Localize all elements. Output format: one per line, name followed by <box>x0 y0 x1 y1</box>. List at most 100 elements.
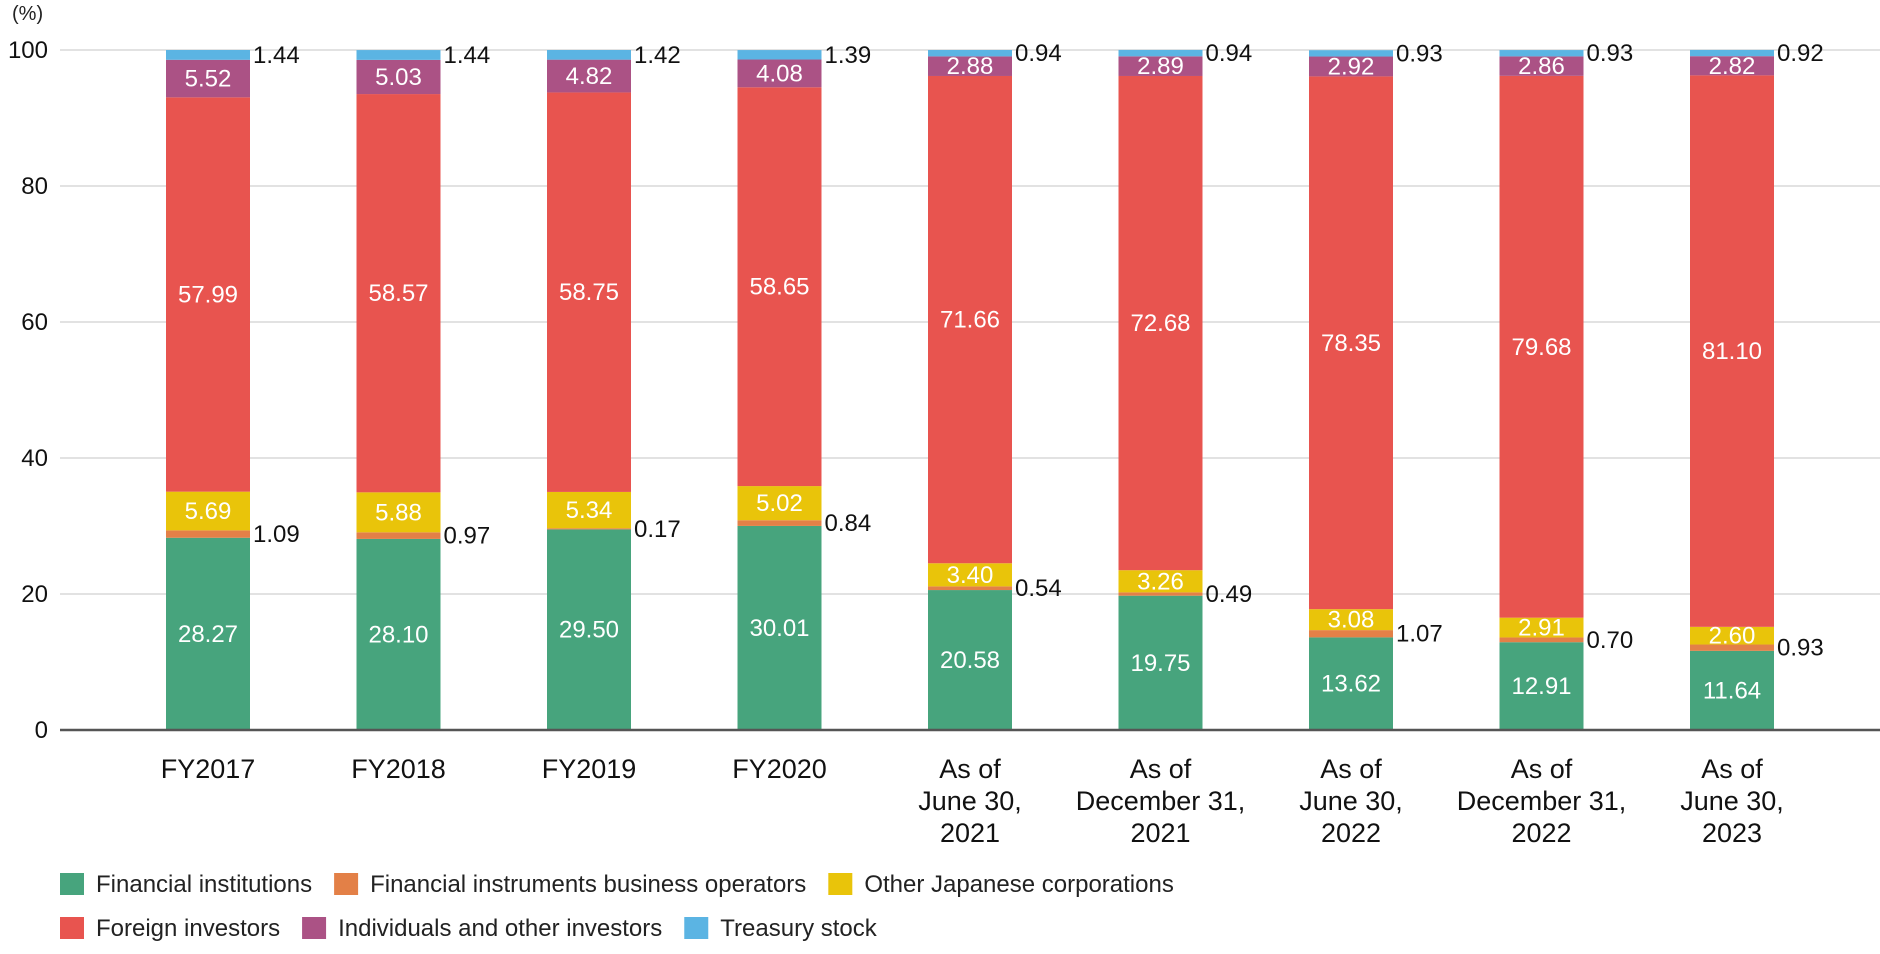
data-label: 0.49 <box>1206 581 1253 608</box>
bar-segment <box>356 492 441 533</box>
data-label: 5.88 <box>375 499 422 526</box>
data-label: 2.92 <box>1328 53 1375 80</box>
legend: Financial institutions Financial instrume… <box>60 871 1174 942</box>
bar-segment <box>928 590 1012 730</box>
data-label: 0.94 <box>1206 40 1253 67</box>
x-category-label: As of June 30, 2022 <box>1299 754 1403 848</box>
data-label: 0.54 <box>1015 575 1062 602</box>
bar-segment <box>166 537 250 730</box>
legend-swatch <box>60 917 84 939</box>
data-label: 0.70 <box>1587 627 1634 654</box>
bar-segment <box>928 50 1012 57</box>
data-label: 5.69 <box>185 498 232 525</box>
data-label: 58.65 <box>749 274 809 301</box>
bar-segment <box>547 50 631 60</box>
data-label: 0.92 <box>1777 40 1824 67</box>
data-label: 3.26 <box>1137 568 1184 595</box>
legend-swatch <box>828 873 853 895</box>
data-label: 13.62 <box>1321 671 1381 698</box>
legend-swatch <box>60 873 84 895</box>
x-category-label: As of December 31, 2021 <box>1076 754 1246 848</box>
data-label: 1.44 <box>444 42 491 69</box>
bar-segment <box>737 50 822 60</box>
legend-label: Individuals and other investors <box>338 915 662 942</box>
data-label: 2.82 <box>1709 53 1756 80</box>
bar-segment <box>737 486 822 521</box>
data-label: 0.93 <box>1587 40 1634 67</box>
bar-segment <box>1309 50 1393 57</box>
bar-segment <box>1499 642 1584 730</box>
data-label: 0.93 <box>1777 635 1824 662</box>
bar-segment <box>356 94 441 493</box>
bar-segment <box>547 529 631 730</box>
bar-segment <box>737 520 822 526</box>
legend-swatch <box>334 873 359 895</box>
data-label: 2.89 <box>1137 53 1184 80</box>
bar-segment <box>356 50 441 60</box>
bar-segment <box>1118 595 1203 730</box>
data-label: 5.34 <box>566 497 613 524</box>
data-label: 1.07 <box>1396 621 1443 648</box>
data-label: 1.09 <box>253 521 300 548</box>
bar-segment <box>1690 56 1774 76</box>
bar-segment <box>1309 630 1393 638</box>
data-labels: 28.27 1.09 5.69 57.99 5.52 1.44 28.10 0.97 5.88 5… <box>178 40 1824 704</box>
data-label: 81.10 <box>1702 338 1762 365</box>
data-label: 1.42 <box>634 42 681 69</box>
x-category-label: As of June 30, 2023 <box>1680 754 1784 848</box>
data-label: 2.88 <box>947 53 994 80</box>
data-label: 3.08 <box>1328 607 1375 634</box>
data-label: 19.75 <box>1130 650 1190 677</box>
y-tick-label: 100 <box>8 37 48 64</box>
bar-segment <box>928 75 1012 564</box>
data-label: 30.01 <box>749 615 809 642</box>
y-tick-label: 40 <box>21 445 48 472</box>
bar-segment <box>166 50 250 60</box>
legend-label: Financial instruments business operators <box>370 871 806 898</box>
data-label: 11.64 <box>1703 677 1761 704</box>
bar-segment <box>1118 592 1203 596</box>
data-label: 29.50 <box>559 617 619 644</box>
x-category-label: FY2018 <box>351 754 446 784</box>
data-label: 0.17 <box>634 516 681 543</box>
x-axis-category-labels: FY2017 FY2018 FY2019 FY2020 As of June 30, 202… <box>161 754 1784 848</box>
data-label: 12.91 <box>1511 673 1571 700</box>
bar-segment <box>1309 609 1393 631</box>
bar-segment <box>1309 56 1393 77</box>
data-label: 4.82 <box>566 63 613 90</box>
data-label: 2.60 <box>1709 623 1756 650</box>
data-label: 5.02 <box>756 490 803 517</box>
x-category-label: As of June 30, 2021 <box>918 754 1022 848</box>
data-label: 57.99 <box>178 281 238 308</box>
bar-segment <box>737 59 822 88</box>
y-axis-ticks: 0 20 40 60 80 100 <box>8 37 48 744</box>
bar-segment <box>737 525 822 730</box>
data-label: 58.75 <box>559 279 619 306</box>
legend-label: Foreign investors <box>96 915 280 942</box>
data-label: 0.97 <box>444 523 491 550</box>
legend-label: Other Japanese corporations <box>864 871 1174 898</box>
bar-segment <box>166 59 250 98</box>
data-label: 1.44 <box>253 42 300 69</box>
bar-segment <box>737 87 822 487</box>
y-tick-label: 0 <box>35 717 48 744</box>
bar-segment <box>928 56 1012 76</box>
bar-segment <box>1499 50 1584 57</box>
bar-segment <box>166 491 250 531</box>
data-label: 5.52 <box>185 66 232 93</box>
bars <box>166 49 1774 730</box>
bar-segment <box>1499 75 1584 618</box>
data-label: 5.03 <box>375 64 422 91</box>
bar-segment <box>1499 637 1584 643</box>
bar-segment <box>547 528 631 530</box>
data-label: 72.68 <box>1130 310 1190 337</box>
bar-segment <box>1118 75 1203 571</box>
bar-segment <box>928 586 1012 591</box>
data-label: 0.84 <box>825 510 872 537</box>
data-label: 0.94 <box>1015 40 1062 67</box>
data-label: 2.91 <box>1518 615 1565 642</box>
data-label: 1.39 <box>825 42 872 69</box>
bar-segment <box>166 97 250 492</box>
y-tick-label: 20 <box>21 581 48 608</box>
